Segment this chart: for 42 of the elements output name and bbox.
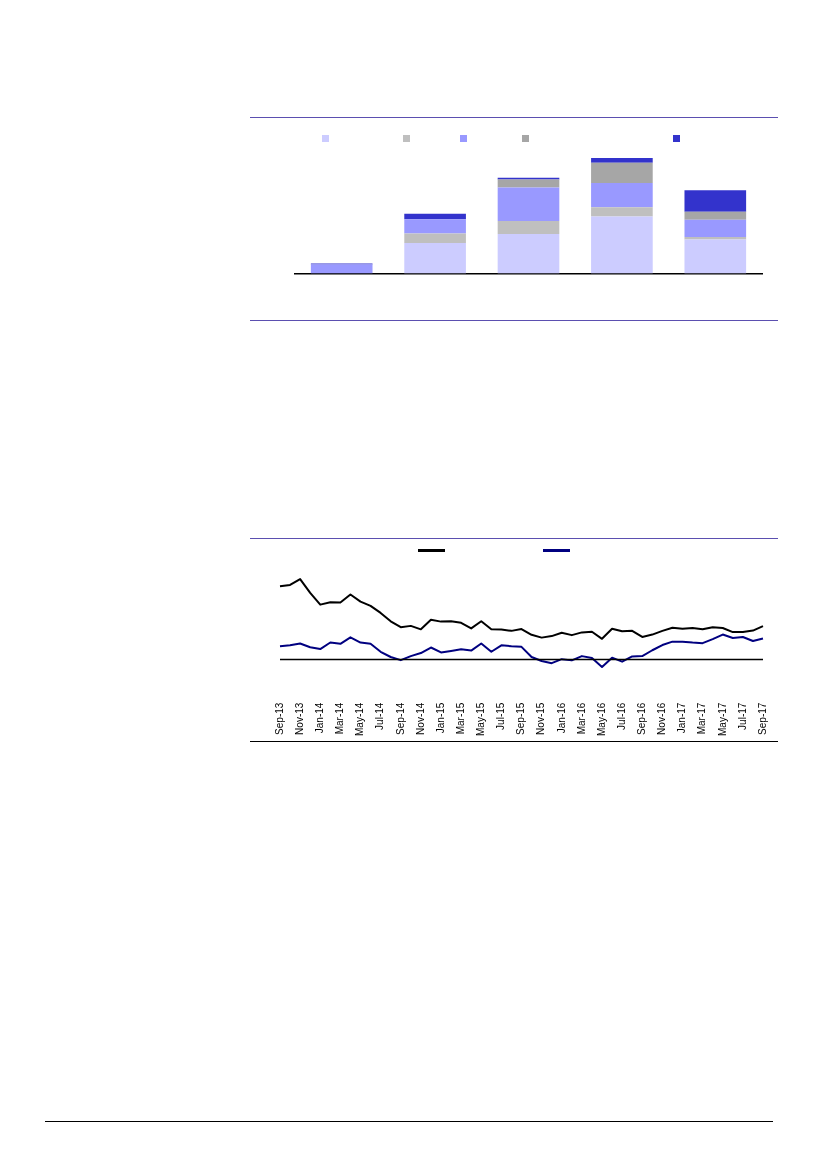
x-tick-label: Sep-13 [273, 702, 285, 735]
bar [404, 243, 466, 274]
x-tick-label: Nov-15 [535, 702, 547, 735]
x-tick-label: May-17 [716, 702, 728, 737]
x-tick-label: May-16 [595, 702, 607, 737]
x-tick-label: Jul-15 [495, 702, 507, 730]
x-tick-label: Jan-17 [676, 702, 688, 734]
bar [684, 219, 747, 238]
x-tick-label: May-15 [475, 702, 486, 737]
bar [591, 207, 653, 217]
x-tick-label: Jan-16 [555, 702, 567, 734]
bar [684, 211, 747, 220]
bar [591, 216, 653, 274]
x-tick-label: Nov-16 [656, 702, 668, 735]
bar [684, 239, 747, 274]
x-tick-label: Nov-13 [293, 702, 305, 735]
bar [591, 183, 653, 208]
x-tick-label: Sep-17 [756, 702, 768, 735]
bar [404, 213, 466, 220]
x-tick-label: Jan-15 [434, 702, 446, 734]
x-tick-label: May-14 [354, 702, 366, 737]
x-tick-label: Mar-14 [334, 702, 346, 735]
x-tick-label: Jul-14 [374, 702, 386, 730]
bar [404, 233, 466, 244]
x-tick-label: Jul-16 [615, 702, 627, 730]
bar [591, 158, 653, 163]
x-tick-label: Sep-14 [394, 702, 406, 735]
x-tick-label: Jul-17 [736, 702, 748, 730]
x-tick-label: Sep-16 [636, 702, 647, 735]
x-tick-label: Mar-17 [696, 702, 708, 735]
bar [497, 187, 560, 221]
x-tick-label: Mar-16 [575, 702, 587, 735]
x-tick-label: Nov-14 [414, 702, 426, 735]
x-tick-label: Mar-15 [454, 702, 466, 735]
x-tick-label: Jan-14 [314, 702, 325, 734]
bar [497, 220, 560, 235]
x-tick-label: Sep-15 [515, 702, 527, 735]
bar [497, 179, 560, 188]
bar [591, 162, 653, 184]
bar [497, 234, 560, 274]
bar [684, 190, 747, 212]
bar [404, 219, 466, 234]
